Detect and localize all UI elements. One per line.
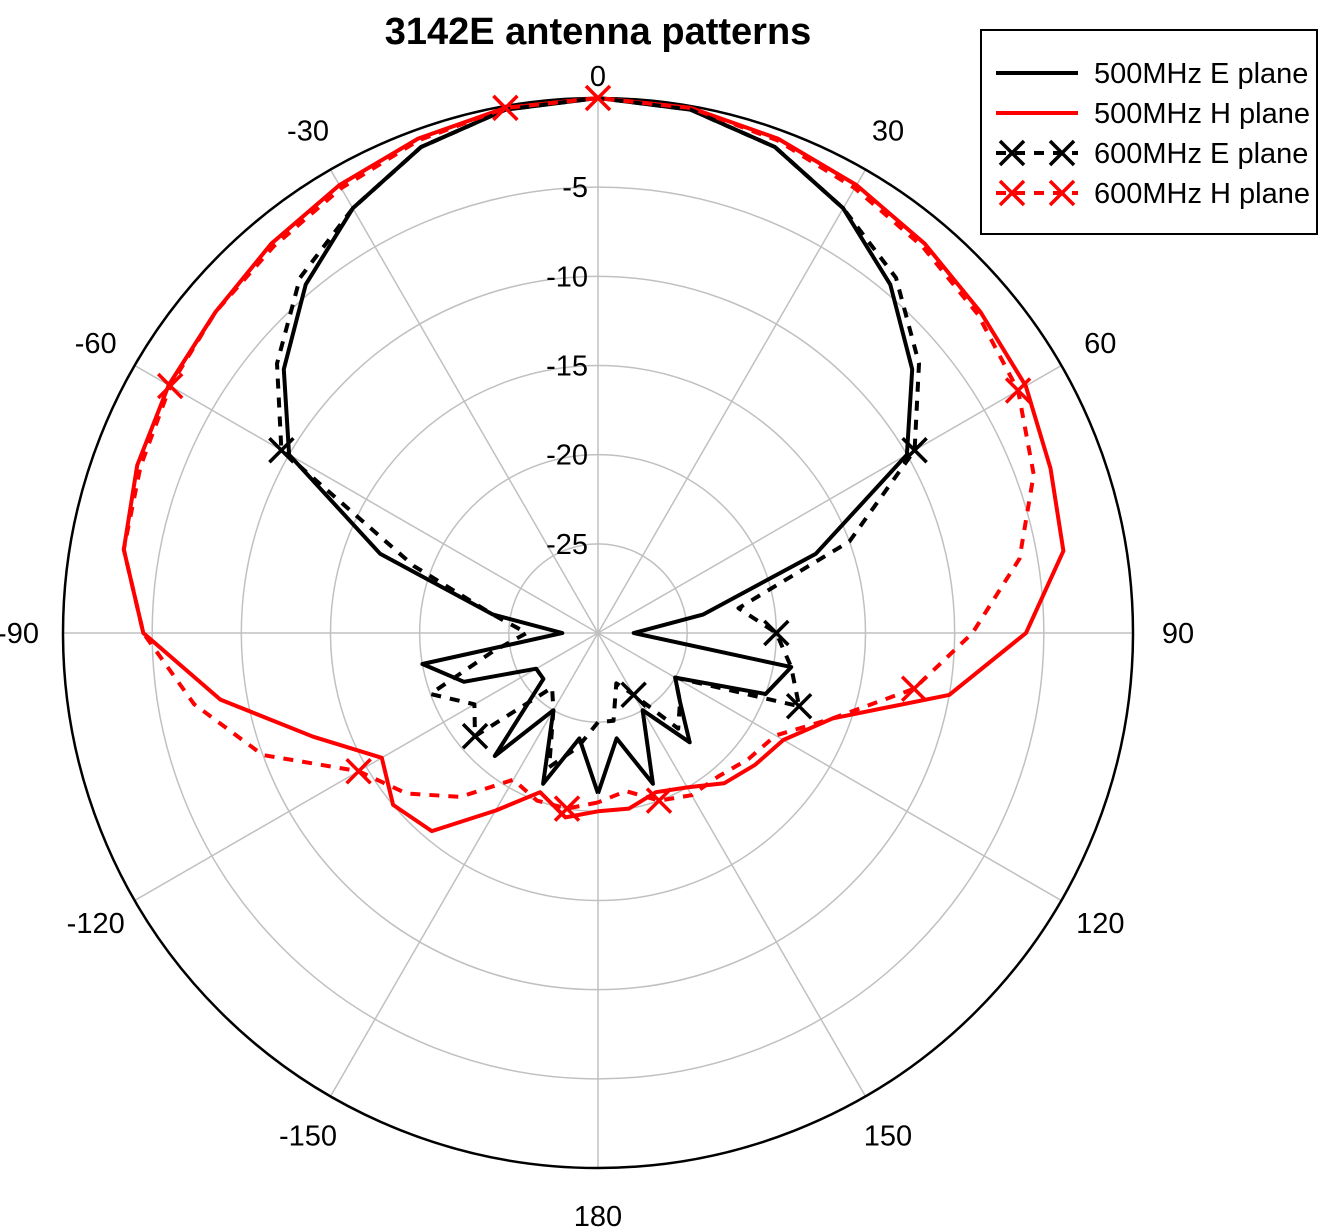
legend-marker [998, 179, 1026, 207]
series-4-marker [492, 94, 519, 122]
series-4-marker [900, 675, 928, 702]
series-3-marker [785, 692, 813, 720]
series-4-marker [345, 757, 372, 785]
series-3-marker [461, 722, 489, 750]
legend-label: 600MHz H plane [1094, 178, 1310, 210]
angle-tick-label: -60 [75, 328, 117, 360]
legend-item: 600MHz H plane [996, 178, 1310, 210]
legend: 500MHz E plane 500MHz H plane 600MHz E pla… [980, 29, 1318, 235]
series-4-marker [553, 795, 581, 822]
series-layer [121, 84, 1066, 834]
angle-tick-label: -120 [67, 908, 125, 940]
legend-label: 500MHz H plane [1094, 98, 1310, 130]
legend-item: 500MHz H plane [996, 98, 1310, 130]
polar-grid [61, 96, 1135, 1170]
series-4-marker [645, 787, 673, 814]
tick-labels: 0 30 60 90 120 150 180 -150 -120 -90 -60 -30 -5 -10 -1… [0, 61, 1194, 1228]
series-3-marker [268, 436, 295, 464]
angle-tick-label: 30 [872, 116, 904, 148]
ring-gridline--5 [151, 186, 1045, 1080]
angle-tick-label: 60 [1084, 328, 1116, 360]
series-4 [121, 84, 1036, 822]
radial-tick-label: -25 [546, 529, 588, 561]
angle-tick-label: 180 [574, 1201, 622, 1228]
legend-item: 600MHz E plane [996, 138, 1308, 170]
radial-tick-label: -20 [546, 440, 588, 472]
series-3-marker [763, 619, 790, 647]
radial-tick-label: -5 [562, 172, 588, 204]
legend-box [980, 29, 1318, 235]
series-3-marker [620, 681, 647, 709]
series-4-marker [1004, 377, 1032, 404]
legend-label: 600MHz E plane [1094, 138, 1308, 170]
ring-gridline--15 [329, 364, 867, 902]
angle-tick-label: -90 [0, 618, 39, 650]
angle-tick-label: -30 [287, 116, 329, 148]
legend-marker [1048, 139, 1076, 167]
legend-item: 500MHz E plane [996, 58, 1308, 90]
angle-tick-label: 120 [1076, 908, 1124, 940]
chart-title: 3142E antenna patterns [385, 11, 812, 53]
angle-tick-label: 90 [1162, 618, 1194, 650]
radial-tick-label: -15 [546, 351, 588, 383]
legend-label: 500MHz E plane [1094, 58, 1308, 90]
ring-gridline--10 [240, 275, 956, 991]
legend-marker [998, 139, 1026, 167]
radial-tick-label: -10 [546, 261, 588, 293]
series-4-marker [156, 372, 184, 400]
legend-marker [1048, 179, 1076, 207]
angle-tick-label: 0 [590, 61, 606, 93]
angle-tick-label: -150 [279, 1120, 337, 1152]
series-4-marker [584, 84, 612, 112]
angle-tick-label: 150 [864, 1120, 912, 1152]
series-3-marker [901, 436, 928, 464]
